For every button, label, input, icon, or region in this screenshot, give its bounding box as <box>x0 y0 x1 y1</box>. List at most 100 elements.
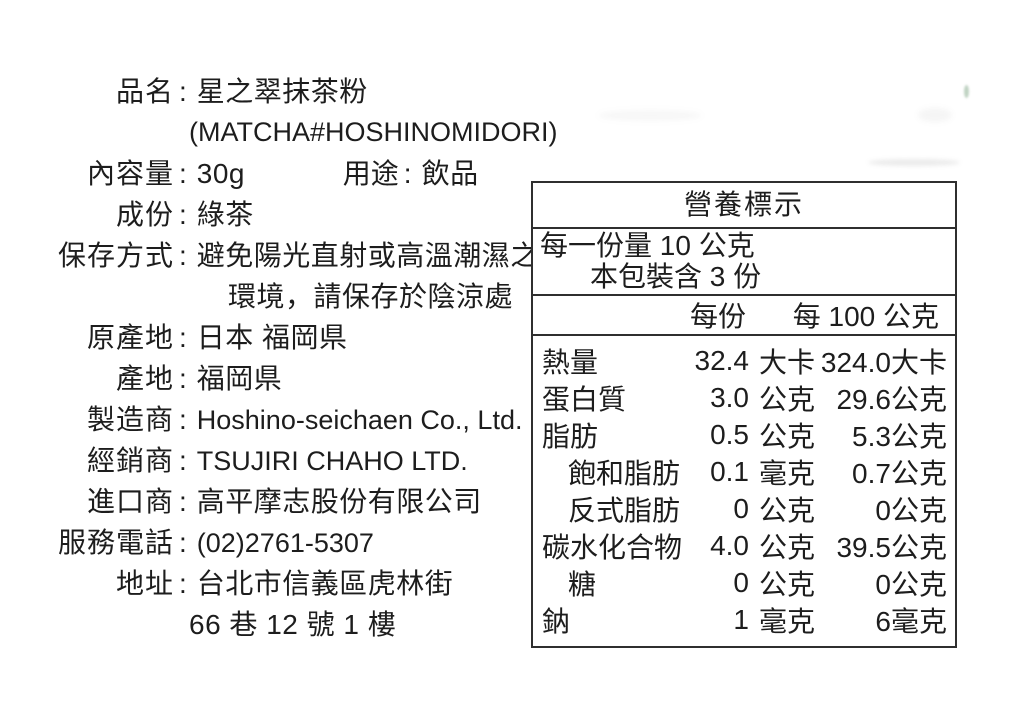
per-serving-value: 0 <box>733 492 749 524</box>
nutrient-name: 鈉 <box>542 605 571 637</box>
nutrition-row-sugar: 糖 0 公克 0公克 <box>533 564 955 601</box>
scan-artifact <box>868 159 960 166</box>
nutrition-row-fat: 脂肪 0.5 公克 5.3公克 <box>533 416 955 453</box>
per-100g-value: 0.7公克 <box>815 452 947 492</box>
nutrient-name: 反式脂肪 <box>568 494 681 526</box>
field-label: 地址 <box>115 568 174 599</box>
field-label: 服務電話 <box>57 527 174 558</box>
column-header-per-serving: 每份 <box>689 301 746 332</box>
per-100g-number: 5.3 <box>852 420 891 452</box>
field-value: 台北市信義區虎林街 <box>196 568 454 599</box>
colon-separator: : <box>179 322 187 353</box>
nutrient-name: 熱量 <box>542 346 599 378</box>
scan-artifact <box>918 108 952 122</box>
colon-separator: : <box>179 445 187 476</box>
scan-artifact <box>964 85 969 98</box>
serving-size: 每一份量 10 公克 <box>540 230 755 261</box>
per-100g-number: 6 <box>875 605 891 637</box>
colon-separator: : <box>403 158 412 189</box>
colon-separator: : <box>179 158 187 189</box>
field-label: 品名 <box>115 76 174 107</box>
per-serving-unit: 公克 <box>759 383 816 415</box>
per-100g-number: 0 <box>875 568 891 600</box>
info-row-product-name: 品名 : 星之翠抹茶粉 <box>50 71 540 112</box>
field-label: 內容量 <box>86 158 174 189</box>
per-100g-number: 324.0 <box>820 346 891 378</box>
field-value: TSUJIRI CHAHO LTD. <box>196 446 468 476</box>
per-100g-value: 324.0大卡 <box>815 341 947 381</box>
field-value: 綠茶 <box>196 199 254 230</box>
field-value: Hoshino-seichaen Co., Ltd. <box>196 405 523 435</box>
nutrient-name: 飽和脂肪 <box>568 457 681 489</box>
field-value: 日本 福岡県 <box>196 322 348 353</box>
per-100g-value: 39.5公克 <box>815 526 947 566</box>
info-row-production-area: 產地 : 福岡県 <box>50 358 540 399</box>
per-100g-number: 0 <box>875 494 891 526</box>
info-row-product-name-en: (MATCHA#HOSHINOMIDORI) <box>50 112 558 153</box>
field-label: 原產地 <box>86 322 174 353</box>
field-value: 30g <box>196 158 245 189</box>
nutrition-row-carbohydrate: 碳水化合物 4.0 公克 39.5公克 <box>533 527 955 564</box>
per-100g-unit: 公克 <box>890 457 947 489</box>
field-label: 製造商 <box>86 404 174 435</box>
per-100g-unit: 公克 <box>890 494 947 526</box>
info-row-manufacturer: 製造商 : Hoshino-seichaen Co., Ltd. <box>50 399 540 440</box>
per-100g-value: 6毫克 <box>815 600 947 640</box>
field-label: 成份 <box>115 199 174 230</box>
info-row-net-content: 內容量 : 30g 用途 : 飲品 <box>50 153 540 194</box>
info-row-address-cont: 66 巷 12 號 1 樓 <box>50 604 540 645</box>
field-label: 用途 <box>342 158 399 189</box>
per-100g-value: 5.3公克 <box>815 415 947 455</box>
field-value: 高平摩志股份有限公司 <box>196 486 482 517</box>
servings-per-package: 本包裝含 3 份 <box>590 261 762 292</box>
nutrition-body: 熱量 32.4 大卡 324.0大卡 蛋白質 3.0 公克 29.6公克 脂肪 … <box>533 336 955 638</box>
info-row-distributor: 經銷商 : TSUJIRI CHAHO LTD. <box>50 440 540 481</box>
per-serving-value: 32.4 <box>694 344 750 376</box>
field-value: 66 巷 12 號 1 樓 <box>189 609 397 640</box>
colon-separator: : <box>179 568 187 599</box>
per-serving-unit: 公克 <box>759 494 816 526</box>
per-serving-unit: 公克 <box>759 568 816 600</box>
nutrient-name: 碳水化合物 <box>542 531 683 563</box>
field-value: 福岡県 <box>196 363 283 394</box>
column-header-per-100g: 每 100 公克 <box>792 301 939 332</box>
colon-separator: : <box>179 527 187 558</box>
field-value: 星之翠抹茶粉 <box>196 76 368 107</box>
field-value: 環境，請保存於陰涼處 <box>228 281 514 312</box>
colon-separator: : <box>179 76 187 107</box>
nutrient-name: 糖 <box>568 568 597 600</box>
info-row-ingredients: 成份 : 綠茶 <box>50 194 540 235</box>
per-serving-unit: 大卡 <box>759 346 816 378</box>
field-label: 產地 <box>115 363 174 394</box>
per-100g-unit: 毫克 <box>890 605 947 637</box>
per-serving-unit: 毫克 <box>759 605 816 637</box>
field-label: 進口商 <box>86 486 174 517</box>
nutrition-title: 營養標示 <box>533 183 955 229</box>
scan-artifact <box>598 110 702 121</box>
nutrition-column-headers: 每份 每 100 公克 <box>533 296 955 336</box>
colon-separator: : <box>179 199 187 230</box>
info-row-importer: 進口商 : 高平摩志股份有限公司 <box>50 481 540 522</box>
field-value: 飲品 <box>421 158 479 189</box>
per-serving-value: 0.1 <box>710 455 749 487</box>
per-100g-unit: 公克 <box>890 531 947 563</box>
nutrient-name: 脂肪 <box>542 420 599 452</box>
colon-separator: : <box>179 363 187 394</box>
field-label: 經銷商 <box>86 445 174 476</box>
per-serving-value: 3.0 <box>710 381 749 413</box>
product-info-block: 品名 : 星之翠抹茶粉 (MATCHA#HOSHINOMIDORI) 內容量 :… <box>50 71 558 645</box>
nutrition-row-trans-fat: 反式脂肪 0 公克 0公克 <box>533 490 955 527</box>
colon-separator: : <box>179 404 187 435</box>
colon-separator: : <box>179 486 187 517</box>
per-serving-value: 1 <box>733 603 749 635</box>
field-value: 避免陽光直射或高溫潮濕之 <box>196 240 539 271</box>
per-serving-value: 0.5 <box>710 418 749 450</box>
per-100g-value: 0公克 <box>815 489 947 529</box>
per-serving-value: 0 <box>733 566 749 598</box>
per-serving-value: 4.0 <box>710 529 749 561</box>
per-100g-value: 29.6公克 <box>815 378 947 418</box>
nutrition-serving-section: 每一份量 10 公克 本包裝含 3 份 <box>533 229 955 296</box>
per-serving-unit: 毫克 <box>759 457 816 489</box>
per-100g-number: 29.6 <box>836 383 891 415</box>
